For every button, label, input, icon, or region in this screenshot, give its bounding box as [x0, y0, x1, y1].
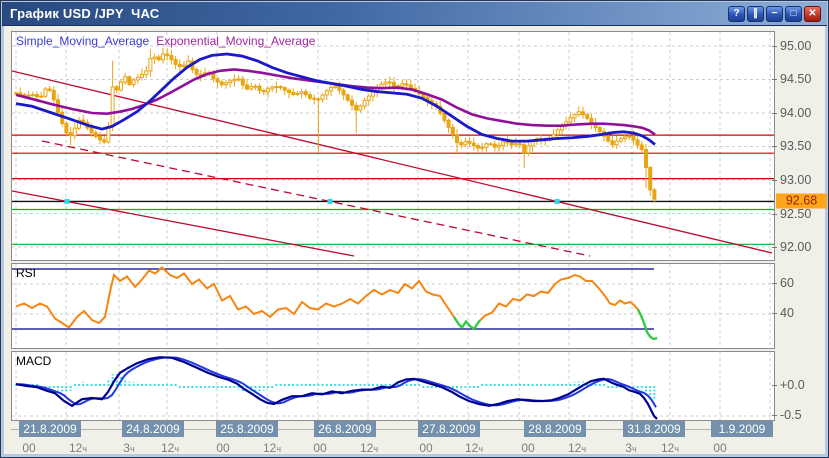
time-label: 12ч	[359, 441, 379, 455]
time-label: 00	[313, 441, 327, 455]
close-button[interactable]: ✕	[804, 6, 821, 22]
time-label: 00	[216, 441, 230, 455]
time-label: 00	[419, 441, 433, 455]
current-price-label: 92.68	[776, 193, 827, 209]
sma-line	[15, 52, 656, 146]
axis-tick	[772, 214, 777, 215]
date-label: 26.8.2009	[314, 421, 376, 437]
time-label: 00	[713, 441, 727, 455]
axis-tick	[772, 313, 777, 314]
price-label: 93.50	[780, 139, 812, 153]
price-label: 94.50	[780, 72, 812, 86]
price-label: 92.50	[780, 207, 812, 221]
price-chart-canvas[interactable]	[12, 32, 774, 260]
time-label: 12ч	[660, 441, 680, 455]
date-label: 24.8.2009	[122, 421, 184, 437]
axis-tick	[772, 113, 777, 114]
date-label: 1.9.2009	[711, 421, 773, 437]
macd-panel[interactable]: MACD	[11, 351, 775, 421]
rsi-panel[interactable]: RSI	[11, 263, 775, 349]
axis-tick	[772, 385, 777, 386]
level-lines-group[interactable]	[12, 134, 774, 245]
macd-canvas[interactable]	[12, 352, 774, 420]
date-label: 25.8.2009	[216, 421, 278, 437]
price-label: 93.00	[780, 173, 812, 187]
rsi-line	[15, 266, 658, 340]
axis-tick	[772, 79, 777, 80]
price-label: 92.00	[780, 240, 812, 254]
time-label: 12ч	[160, 441, 180, 455]
trendlines-group[interactable]	[12, 70, 773, 257]
price-chart-panel[interactable]: Simple_Moving_Average Exponential_Moving_…	[11, 31, 775, 261]
title-bar[interactable]: График USD /JPY ЧАС ? ∥ − □ ✕	[2, 2, 827, 26]
macd-label: MACD	[16, 354, 52, 368]
date-label: 21.8.2009	[19, 421, 81, 437]
time-label: 00	[22, 441, 36, 455]
rsi-canvas[interactable]	[12, 264, 774, 348]
axis-tick	[772, 283, 777, 284]
macd-histogram-group	[15, 373, 656, 400]
indicator-legend: Simple_Moving_Average Exponential_Moving_…	[16, 34, 315, 48]
window-title: График USD /JPY ЧАС	[10, 6, 160, 21]
price-label: 94.00	[780, 106, 812, 120]
minimize-button[interactable]: −	[766, 6, 783, 22]
rsi-axis-label: 40	[780, 306, 794, 320]
time-label: 3ч	[123, 441, 135, 455]
macd-axis-label: +0.0	[780, 378, 805, 392]
axis-tick	[772, 180, 777, 181]
rsi-green-segment	[453, 316, 481, 331]
time-label: 00	[521, 441, 535, 455]
axis-tick	[772, 46, 777, 47]
pause-button[interactable]: ∥	[747, 6, 764, 22]
time-label: 3ч	[625, 441, 637, 455]
time-axis-line	[11, 429, 773, 430]
time-label: 12ч	[464, 441, 484, 455]
rsi-axis-label: 60	[780, 276, 794, 290]
legend-ema: Exponential_Moving_Average	[156, 34, 316, 48]
macd-axis-label: -0.5	[780, 408, 802, 422]
maximize-button[interactable]: □	[785, 6, 802, 22]
time-label: 12ч	[262, 441, 282, 455]
rsi-green-segment	[636, 308, 658, 340]
date-label: 28.8.2009	[524, 421, 586, 437]
time-label: 12ч	[68, 441, 88, 455]
date-label: 31.8.2009	[623, 421, 685, 437]
window-controls: ? ∥ − □ ✕	[728, 6, 821, 22]
legend-sma: Simple_Moving_Average	[16, 34, 150, 48]
axis-tick	[772, 415, 777, 416]
axis-tick	[772, 146, 777, 147]
date-label: 27.8.2009	[418, 421, 480, 437]
help-button[interactable]: ?	[728, 6, 745, 22]
rsi-label: RSI	[16, 266, 37, 280]
time-label: 12ч	[567, 441, 587, 455]
axis-tick	[772, 247, 777, 248]
price-label: 95.00	[780, 39, 812, 53]
macd-line	[15, 356, 658, 420]
